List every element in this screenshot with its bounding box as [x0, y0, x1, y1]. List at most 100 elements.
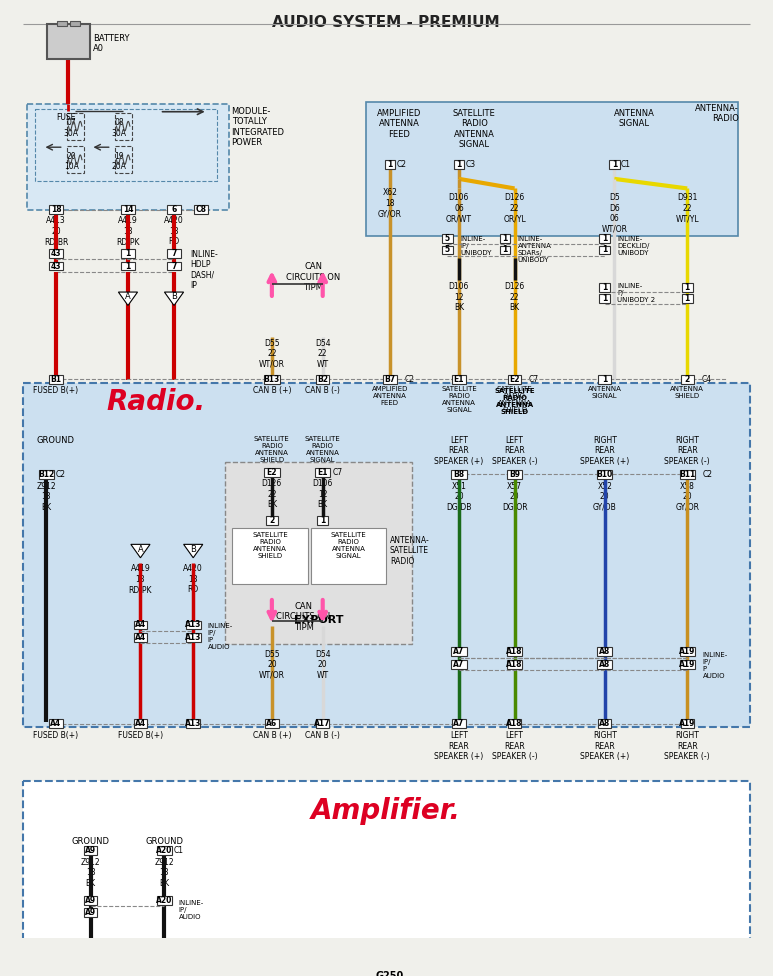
Text: SATELLITE
RADIO
ANTENNA
SIGNAL: SATELLITE RADIO ANTENNA SIGNAL [441, 386, 477, 413]
Text: LEFT
REAR
SPEAKER (-): LEFT REAR SPEAKER (-) [492, 731, 537, 761]
Text: 43: 43 [51, 262, 61, 270]
Text: E1: E1 [318, 468, 328, 477]
Text: A: A [125, 293, 131, 302]
Bar [600, 246, 610, 254]
Text: INLINE-
IP/
AUDIO: INLINE- IP/ AUDIO [179, 900, 204, 920]
Bar [317, 516, 329, 525]
Bar [66, 112, 83, 140]
Bar [598, 375, 611, 384]
Text: 7: 7 [172, 262, 177, 270]
Text: 1: 1 [685, 283, 690, 292]
Text: B: B [171, 293, 177, 302]
Text: 1: 1 [602, 375, 608, 384]
Text: B9: B9 [509, 469, 520, 479]
Text: 18: 18 [51, 205, 61, 214]
Text: A19: A19 [679, 719, 696, 728]
Text: C8: C8 [196, 205, 206, 214]
Text: CAN B (+): CAN B (+) [253, 386, 291, 395]
Text: 1: 1 [320, 516, 325, 525]
Text: B8: B8 [453, 469, 465, 479]
Text: GROUND: GROUND [37, 436, 75, 445]
Bar [442, 246, 453, 254]
Text: 43: 43 [51, 249, 61, 259]
Text: A19: A19 [679, 647, 696, 656]
Bar [27, 104, 229, 210]
Text: D106
12
BK: D106 12 BK [449, 282, 469, 312]
Bar [264, 468, 280, 476]
Text: RIGHT
REAR
SPEAKER (+): RIGHT REAR SPEAKER (+) [580, 731, 629, 761]
Text: SATELLITE
RADIO
ANTENNA
SHIELD: SATELLITE RADIO ANTENNA SHIELD [494, 388, 535, 415]
Text: A413
20
RD/BR: A413 20 RD/BR [44, 217, 68, 246]
Bar [507, 660, 523, 669]
Bar [83, 909, 97, 917]
Bar [508, 719, 521, 728]
Bar [452, 719, 465, 728]
Text: RIGHT
REAR
SPEAKER (-): RIGHT REAR SPEAKER (-) [665, 436, 710, 466]
Text: C7: C7 [332, 468, 342, 477]
Bar [315, 468, 330, 476]
Text: INLINE-
DECKLID/
UNIBODY: INLINE- DECKLID/ UNIBODY [617, 236, 649, 257]
Bar [49, 375, 63, 384]
Text: INLINE-
HDLP
DASH/
IP: INLINE- HDLP DASH/ IP [190, 250, 218, 290]
Bar [49, 719, 63, 728]
Text: 6: 6 [172, 205, 177, 214]
Text: 1: 1 [602, 245, 608, 255]
Bar [597, 660, 612, 669]
Text: A20: A20 [156, 896, 172, 905]
Text: INLINE-
IP/
UNIBODY: INLINE- IP/ UNIBODY [460, 236, 492, 257]
Text: 14: 14 [123, 205, 133, 214]
Text: SATELLITE
RADIO
ANTENNA
SIGNAL: SATELLITE RADIO ANTENNA SIGNAL [305, 436, 341, 463]
Bar [499, 246, 510, 254]
Text: FUSED B(+): FUSED B(+) [33, 731, 79, 741]
Text: C3: C3 [465, 160, 475, 169]
Text: A13: A13 [185, 719, 202, 728]
Text: B13: B13 [264, 375, 280, 384]
Text: CAN
CIRCUITS ON
TIPM: CAN CIRCUITS ON TIPM [277, 602, 331, 631]
Bar [312, 528, 386, 584]
Text: ANTENNA
SIGNAL: ANTENNA SIGNAL [587, 386, 621, 399]
Bar [507, 470, 523, 478]
Text: CAN B (-): CAN B (-) [305, 731, 340, 741]
Polygon shape [131, 545, 150, 557]
Text: CAN B (-): CAN B (-) [305, 386, 340, 395]
Text: 7: 7 [172, 249, 177, 259]
Polygon shape [118, 292, 138, 305]
Text: A13: A13 [185, 632, 202, 642]
Text: X57
20
DG/OR: X57 20 DG/OR [502, 482, 527, 511]
Text: D5
D6
06
WT/OR: D5 D6 06 WT/OR [601, 193, 628, 233]
Text: A13: A13 [185, 621, 202, 630]
Text: A18: A18 [506, 660, 523, 669]
Text: A420
18
RD: A420 18 RD [164, 217, 184, 246]
Text: D55
20
WT/OR: D55 20 WT/OR [259, 650, 285, 679]
Text: A7: A7 [453, 660, 465, 669]
Bar [23, 384, 750, 726]
Text: ANTENNA-
SATELLITE
RADIO: ANTENNA- SATELLITE RADIO [390, 536, 430, 565]
Bar [70, 20, 80, 26]
Text: A17: A17 [315, 719, 331, 728]
Text: B: B [190, 545, 196, 553]
Bar [600, 234, 610, 243]
Bar [83, 896, 97, 905]
Text: 1: 1 [387, 160, 393, 169]
Text: AMPLIFIED
ANTENNA
FEED: AMPLIFIED ANTENNA FEED [372, 386, 408, 406]
Text: D931
22
WT/YL: D931 22 WT/YL [676, 193, 699, 224]
Bar [383, 375, 397, 384]
Text: 5: 5 [444, 245, 450, 255]
Text: A419
18
RD/PK: A419 18 RD/PK [116, 217, 140, 246]
Text: INLINE-
IP/
IP
AUDIO: INLINE- IP/ IP AUDIO [208, 623, 233, 650]
Bar [157, 896, 172, 905]
Text: A9: A9 [85, 896, 96, 905]
Text: INLINE-
ANTENNA
SDARs/
UNIBODY: INLINE- ANTENNA SDARs/ UNIBODY [517, 236, 551, 264]
Text: GROUND: GROUND [72, 837, 110, 846]
Bar [134, 621, 147, 630]
Text: 07
30A: 07 30A [64, 118, 79, 138]
Bar [194, 205, 208, 214]
Text: 1: 1 [502, 234, 508, 243]
Text: X58
20
GY/OR: X58 20 GY/OR [676, 482, 700, 511]
Bar [452, 375, 465, 384]
Bar [23, 782, 750, 973]
Bar [600, 295, 610, 304]
Text: X51
20
DG/DB: X51 20 DG/DB [446, 482, 472, 511]
Text: E1: E1 [454, 375, 464, 384]
Text: C7: C7 [529, 375, 539, 384]
